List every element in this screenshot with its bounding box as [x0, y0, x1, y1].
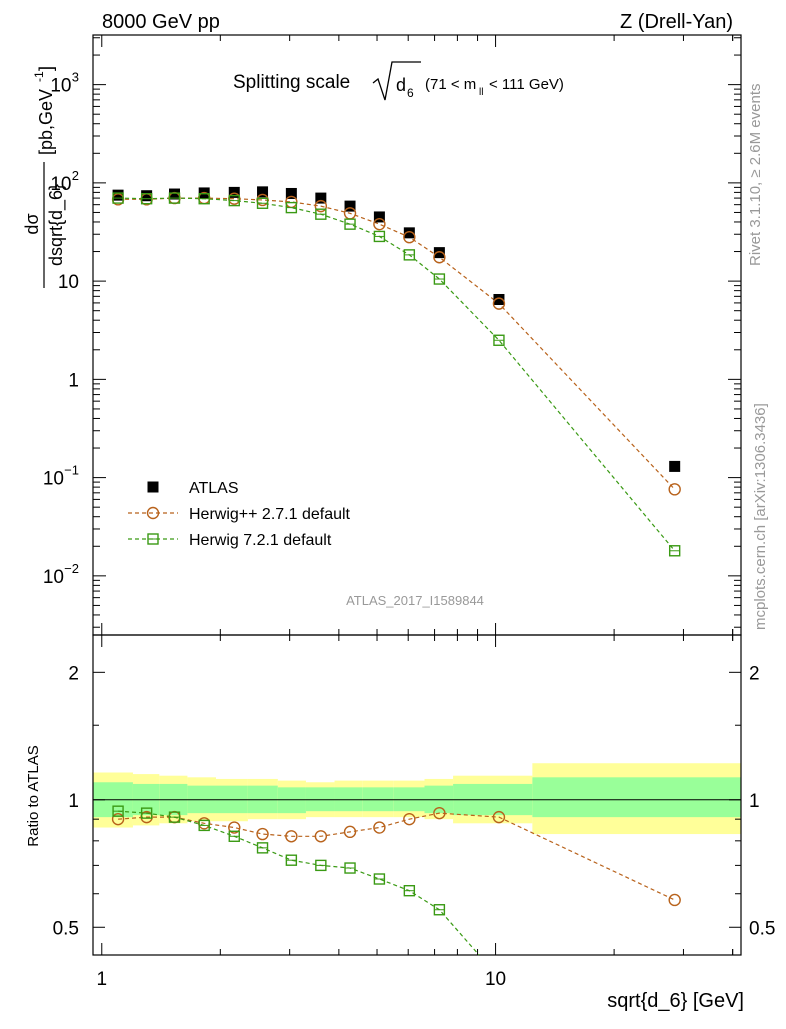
ratio-y-tick-label-right: 2	[749, 663, 760, 684]
ratio-point-0	[492, 810, 506, 824]
plot-title: Splitting scale d 6 (71 < m ll < 111 GeV…	[233, 61, 564, 101]
ratio-y-tick-label: 0.5	[53, 918, 79, 939]
y-tick-exponent: 3	[72, 70, 79, 85]
y-tick-exponent: −2	[64, 561, 79, 576]
stat-uncertainty-band	[532, 777, 741, 818]
ratio-point-0	[668, 893, 681, 907]
ratio-line-0	[118, 812, 675, 901]
data-point-0	[257, 186, 269, 198]
ratio-y-tick-label: 1	[68, 791, 79, 812]
data-point-1	[373, 217, 386, 231]
stat-uncertainty-band	[393, 787, 425, 812]
x-tick-label: 1	[96, 969, 107, 990]
ylabel-unit: [pb,GeV	[36, 89, 56, 155]
data-point-1	[492, 297, 506, 310]
data-point-0	[315, 192, 327, 204]
stat-uncertainty-band	[305, 787, 335, 812]
watermark: ATLAS_2017_I1589844	[346, 593, 484, 608]
title-range-end: < 111 GeV)	[489, 76, 564, 93]
legend: ATLAS Herwig++ 2.7.1 default Herwig 7.2.1 …	[128, 480, 351, 549]
stat-uncertainty-band	[334, 787, 363, 812]
ratio-y-label: Ratio to ATLAS	[25, 745, 42, 846]
y-tick-exponent: 2	[72, 168, 79, 183]
series-markers	[111, 186, 681, 916]
legend-label: ATLAS	[189, 480, 239, 497]
data-point-1	[403, 230, 416, 244]
legend-marker	[146, 506, 160, 520]
series-line-1	[118, 197, 676, 490]
ratio-point-0	[433, 806, 446, 820]
data-point-0	[141, 190, 153, 202]
data-point-1	[433, 251, 446, 264]
ratio-bands	[93, 763, 741, 835]
ylabel-unit-end: ]	[36, 66, 56, 71]
title-range: (71 < m	[425, 76, 476, 93]
ylabel-numerator: dσ	[22, 213, 42, 234]
ratio-point-0	[228, 821, 241, 834]
ratio-panel-frame	[92, 634, 742, 956]
legend-label: Herwig++ 2.7.1 default	[189, 506, 351, 523]
y-tick-label: 10	[58, 272, 79, 293]
data-point-0	[373, 211, 385, 223]
x-tick-label: 10	[485, 969, 506, 990]
title-range-sub: ll	[479, 87, 483, 98]
data-point-0	[228, 186, 240, 198]
data-point-0	[403, 227, 415, 239]
legend-label: Herwig 7.2.1 default	[189, 532, 332, 549]
y-tick-label: 10	[43, 567, 64, 588]
ratio-y-tick-label: 2	[68, 663, 79, 684]
ratio-point-0	[403, 812, 416, 826]
data-point-0	[169, 188, 181, 200]
ratio-y-tick-label-right: 1	[749, 791, 760, 812]
data-point-1	[668, 483, 681, 496]
series-line-2	[118, 197, 676, 552]
title-sub: d	[396, 75, 406, 95]
data-point-0	[112, 189, 124, 201]
ylabel-denominator: dsqrt{d_6}	[46, 184, 67, 266]
ratio-point-0	[285, 830, 298, 843]
y-axis-label: dσ dsqrt{d_6} [pb,GeV -1 ]	[22, 66, 67, 288]
header-right: Z (Drell-Yan)	[620, 11, 733, 33]
series-lines	[118, 197, 676, 956]
data-point-0	[285, 187, 297, 199]
ratio-point-0	[314, 830, 328, 843]
sqrt-sign-icon	[372, 61, 421, 101]
ratio-point-0	[373, 821, 386, 834]
ratio-point-0	[343, 825, 357, 839]
ratio-point-0	[111, 812, 125, 826]
ylabel-unit-sup: -1	[32, 71, 46, 82]
data-point-0	[433, 247, 445, 259]
data-point-0	[493, 293, 505, 305]
mcplots-label: mcplots.cern.ch [arXiv:1306.3436]	[752, 403, 769, 630]
x-axis-label: sqrt{d_6} [GeV]	[607, 990, 744, 1012]
ratio-line-1	[118, 810, 480, 956]
data-point-0	[669, 460, 681, 472]
legend-marker	[147, 481, 159, 493]
y-tick-label: 10	[50, 76, 71, 97]
ratio-y-tick-label-right: 0.5	[749, 918, 775, 939]
y-tick-label: 10	[43, 469, 64, 490]
y-tick-exponent: −1	[64, 463, 79, 478]
title-main: Splitting scale	[233, 72, 350, 93]
y-tick-label: 1	[68, 370, 79, 391]
title-sub-index: 6	[407, 86, 414, 100]
data-point-0	[344, 200, 356, 212]
y-tick-label: 10	[50, 174, 71, 195]
ratio-point-0	[256, 827, 269, 841]
ratio-frame-rect	[92, 634, 742, 956]
header-left: 8000 GeV pp	[102, 11, 220, 33]
data-point-1	[314, 199, 328, 213]
stat-uncertainty-band	[362, 787, 394, 812]
rivet-version-label: Rivet 3.1.10, ≥ 2.6M events	[747, 84, 764, 267]
